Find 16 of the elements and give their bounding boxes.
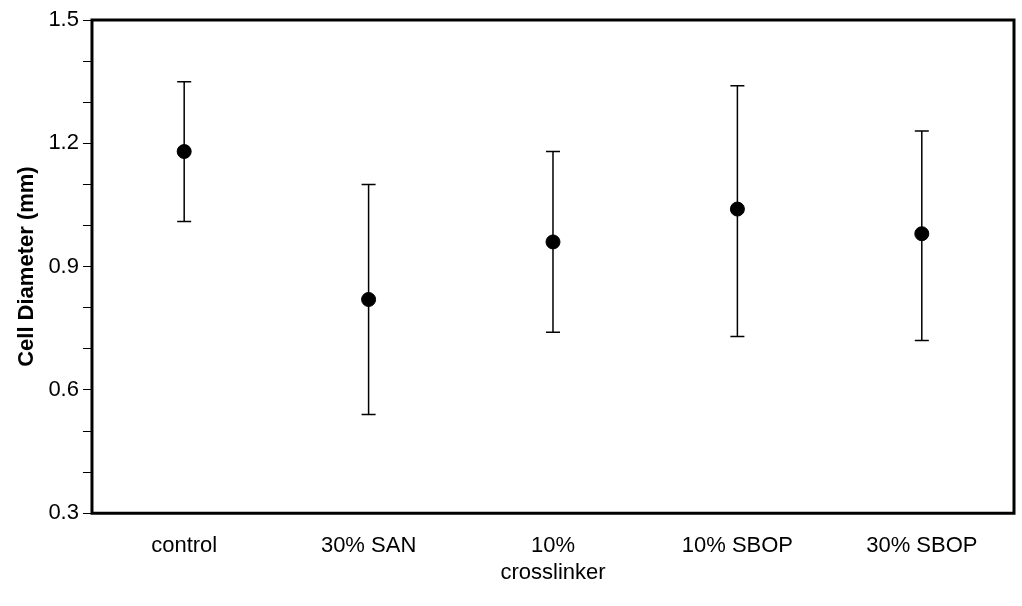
y-tick-label: 0.9 (48, 252, 79, 278)
point (545, 234, 561, 250)
x-tick-label: 30% SAN (320, 532, 417, 558)
x-tick-label: 10% SBOP (681, 532, 794, 558)
y-tick-label: 0.3 (48, 499, 79, 525)
y-tick-label: 0.6 (48, 375, 79, 401)
point (914, 226, 930, 242)
y-tick-label: 1.5 (48, 6, 79, 32)
y-axis-title: Cell Diameter (mm) (13, 166, 39, 367)
point (176, 144, 192, 160)
x-tick-label: control (151, 532, 218, 558)
point (729, 201, 745, 217)
x-tick-label: 30% SBOP (866, 532, 978, 558)
y-tick-label: 1.2 (48, 129, 79, 155)
point (361, 291, 377, 307)
x-tick-label: 10% crosslinker (500, 532, 606, 584)
